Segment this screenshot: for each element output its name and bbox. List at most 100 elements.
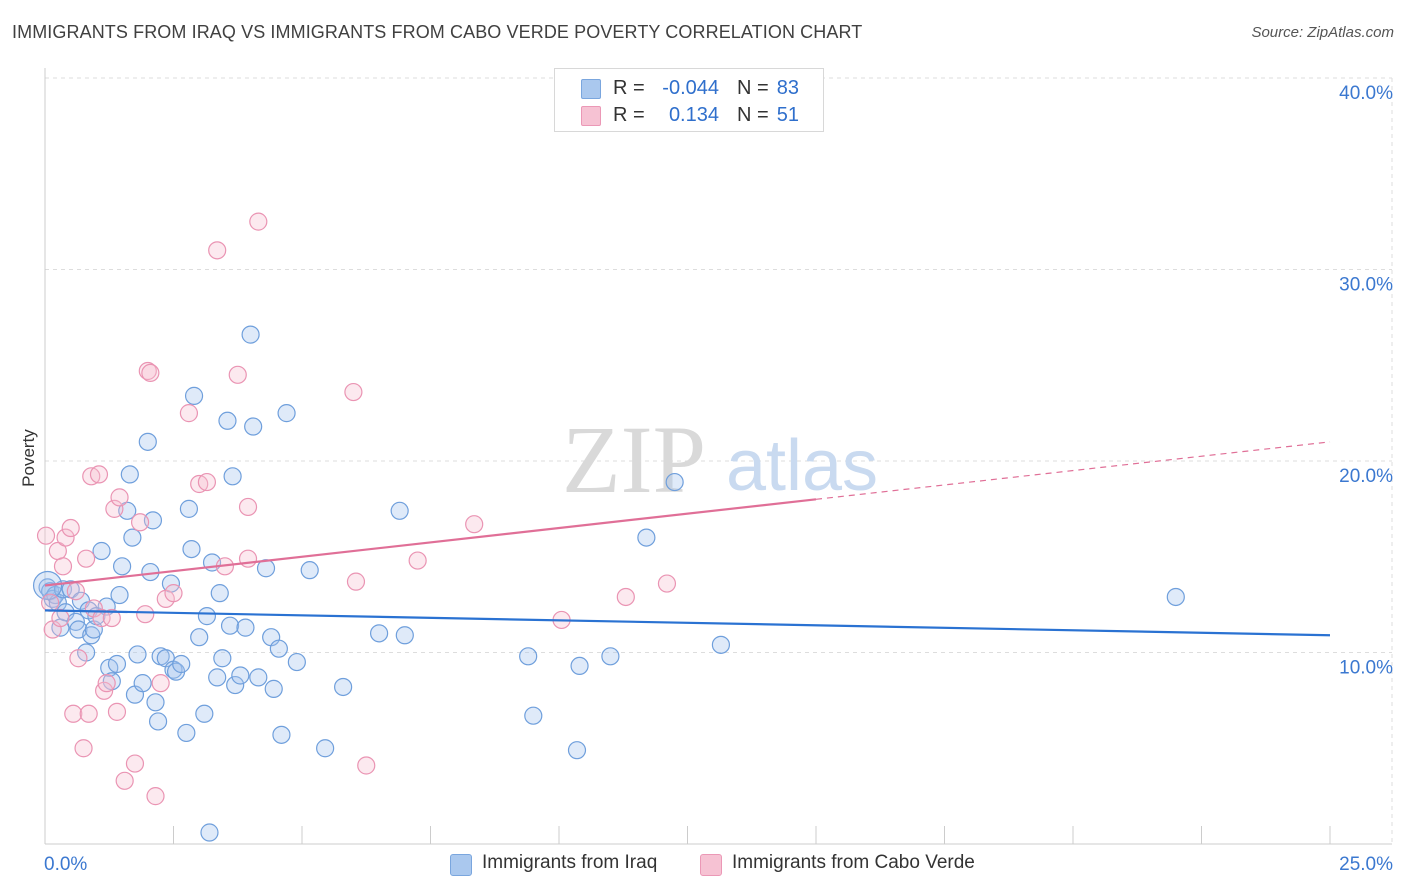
- cabo-verde-point: [89, 465, 109, 484]
- iraq-point: [210, 584, 229, 603]
- legend-n-label: N =: [737, 77, 769, 99]
- cabo-verde-point: [344, 382, 363, 402]
- cabo-verde-point: [138, 361, 157, 381]
- cabo-verde-point: [357, 756, 376, 775]
- cabo-verde-point: [657, 574, 677, 593]
- iraq-point: [244, 417, 263, 436]
- cabo-verde-point: [408, 551, 427, 570]
- cabo-verde-point: [69, 649, 88, 668]
- cabo-verde-point: [79, 704, 98, 723]
- iraq-point: [300, 561, 319, 580]
- cabo-verde-point: [105, 499, 124, 518]
- iraq-point: [249, 668, 268, 687]
- iraq-point: [138, 432, 157, 451]
- legend-r-value: -0.044: [662, 77, 719, 99]
- iraq-point: [277, 404, 296, 423]
- y-tick-label: 40.0%: [1339, 83, 1393, 104]
- iraq-point: [123, 528, 142, 547]
- iraq-point: [1166, 587, 1185, 607]
- iraq-point: [120, 465, 139, 484]
- legend-row-cabo-verde: R = 0.134 N = 51: [555, 102, 823, 128]
- cabo-verde-point: [164, 584, 183, 603]
- series-iraq-points: [32, 325, 1185, 842]
- cabo-verde-point: [66, 582, 85, 601]
- bottom-legend-label-iraq: Immigrants from Iraq: [482, 852, 658, 873]
- iraq-point: [182, 539, 201, 559]
- cabo-verde-point: [238, 497, 258, 517]
- watermark: ZIP atlas: [562, 406, 878, 513]
- cabo-verde-point: [51, 608, 70, 628]
- iraq-point: [390, 501, 409, 520]
- cabo-verde-point: [36, 526, 56, 545]
- legend-n-value: 83: [776, 77, 799, 99]
- iraq-point: [197, 607, 217, 626]
- cabo-verde-point: [151, 674, 170, 693]
- iraq-point: [148, 712, 168, 731]
- cabo-verde-trend-extension: [815, 441, 1331, 500]
- iraq-point: [637, 528, 656, 547]
- iraq-point: [269, 639, 288, 658]
- iraq-point: [220, 616, 240, 635]
- iraq-point: [519, 647, 538, 666]
- iraq-point: [316, 739, 335, 758]
- iraq-point: [213, 649, 232, 668]
- iraq-point: [370, 624, 389, 643]
- cabo-verde-point: [465, 515, 484, 534]
- cabo-verde-point: [74, 739, 93, 758]
- iraq-trend-line: [44, 609, 1331, 637]
- cabo-verde-point: [179, 404, 199, 423]
- iraq-point: [223, 467, 242, 486]
- iraq-point: [146, 693, 165, 712]
- cabo-verde-point: [141, 363, 160, 383]
- iraq-point: [195, 704, 214, 723]
- correlation-legend: R = -0.044 N = 83 R = 0.134 N = 51: [554, 68, 824, 132]
- cabo-verde-point: [92, 608, 111, 628]
- iraq-point: [184, 386, 204, 405]
- y-tick-label: 30.0%: [1339, 275, 1393, 296]
- cabo-verde-point: [110, 488, 129, 507]
- iraq-point: [334, 677, 353, 697]
- y-tick-label: 10.0%: [1339, 658, 1393, 679]
- legend-r-label: R =: [613, 77, 645, 99]
- iraq-point: [128, 645, 147, 664]
- legend-n-label: N =: [737, 104, 769, 126]
- iraq-point: [570, 656, 589, 676]
- trend-lines: [44, 441, 1331, 637]
- iraq-point: [226, 675, 245, 695]
- cabo-verde-trend-line: [44, 498, 817, 587]
- cabo-verde-point: [56, 528, 75, 547]
- iraq-point: [601, 647, 620, 666]
- iraq-point: [272, 725, 291, 744]
- x-tick-label: 25.0%: [1339, 854, 1393, 875]
- iraq-point: [231, 666, 250, 685]
- cabo-verde-point: [107, 702, 127, 721]
- cabo-verde-point: [136, 605, 155, 624]
- iraq-point: [236, 618, 255, 637]
- iraq-point: [264, 679, 283, 698]
- cabo-verde-point: [53, 557, 73, 576]
- y-tick-label: 20.0%: [1339, 466, 1393, 487]
- iraq-point: [179, 499, 199, 518]
- cabo-verde-point: [130, 513, 150, 532]
- iraq-point: [200, 823, 219, 842]
- legend-r-value: 0.134: [668, 104, 719, 126]
- iraq-point: [177, 723, 196, 743]
- cabo-verde-point: [84, 599, 103, 618]
- cabo-verde-point: [77, 549, 96, 568]
- iraq-point: [92, 541, 111, 561]
- legend-swatch-cabo-verde: [581, 106, 601, 126]
- cabo-verde-point: [346, 572, 366, 591]
- tick-labels: 10.0% 20.0% 30.0% 40.0% 0.0% 25.0%: [44, 83, 1393, 875]
- cabo-verde-point: [64, 704, 83, 723]
- axes: [44, 68, 1392, 845]
- source-attribution: Source: ZipAtlas.com: [1251, 24, 1394, 41]
- cabo-verde-point: [228, 365, 247, 384]
- iraq-point: [711, 635, 731, 654]
- chart-title: IMMIGRANTS FROM IRAQ VS IMMIGRANTS FROM …: [12, 22, 863, 42]
- cabo-verde-point: [61, 518, 80, 538]
- iraq-point: [567, 741, 587, 760]
- iraq-point: [208, 668, 227, 687]
- cabo-verde-point: [102, 608, 121, 628]
- cabo-verde-point: [197, 472, 217, 492]
